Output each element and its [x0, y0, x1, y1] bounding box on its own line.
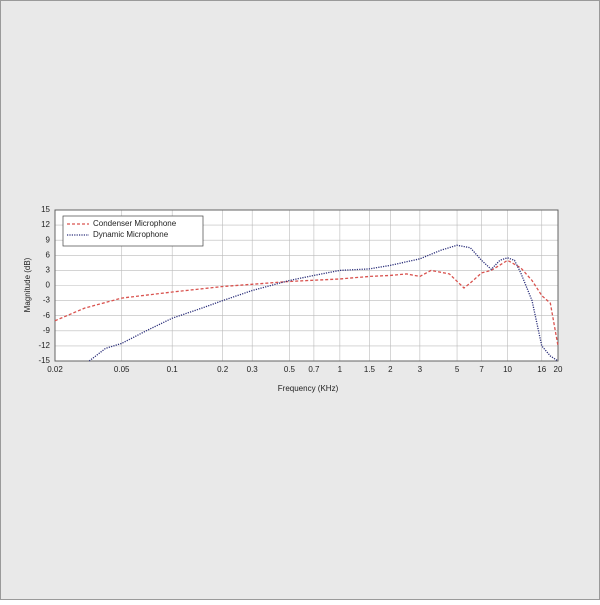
x-tick-label: 7 — [479, 365, 484, 374]
x-tick-label: 0.5 — [284, 365, 296, 374]
legend-label: Dynamic Microphone — [93, 230, 169, 239]
x-tick-label: 0.02 — [47, 365, 63, 374]
y-tick-label: 15 — [41, 205, 50, 214]
y-tick-label: -3 — [43, 296, 51, 305]
legend-box — [62, 215, 204, 247]
line-series — [88, 244, 559, 362]
y-tick-label: 9 — [46, 235, 51, 244]
y-tick-label: -9 — [43, 326, 51, 335]
y-tick-label: 12 — [41, 220, 50, 229]
y-tick-label: -12 — [38, 341, 50, 350]
x-tick-label: 2 — [388, 365, 393, 374]
y-tick-label: 3 — [46, 266, 51, 275]
x-tick-label: 1 — [338, 365, 343, 374]
x-tick-label: 5 — [455, 365, 460, 374]
x-tick-label: 0.1 — [167, 365, 179, 374]
legend-label: Condenser Microphone — [93, 219, 177, 228]
plot-frame — [54, 209, 559, 362]
x-tick-label: 0.2 — [217, 365, 229, 374]
x-tick-label: 0.05 — [114, 365, 130, 374]
x-tick-label: 10 — [503, 365, 512, 374]
x-tick-label: 20 — [554, 365, 563, 374]
x-tick-label: 0.3 — [247, 365, 259, 374]
y-tick-label: 0 — [46, 281, 51, 290]
x-tick-label: 16 — [537, 365, 546, 374]
y-tick-label: 6 — [46, 250, 51, 259]
line-series — [54, 259, 559, 347]
x-tick-label: 0.7 — [308, 365, 320, 374]
x-tick-label: 3 — [418, 365, 423, 374]
x-tick-label: 1.5 — [364, 365, 376, 374]
x-axis-title: Frequency (KHz) — [278, 384, 339, 393]
y-tick-label: -15 — [38, 356, 50, 365]
y-axis-title: Magnitude (dB) — [23, 257, 32, 312]
y-tick-label: -6 — [43, 311, 51, 320]
